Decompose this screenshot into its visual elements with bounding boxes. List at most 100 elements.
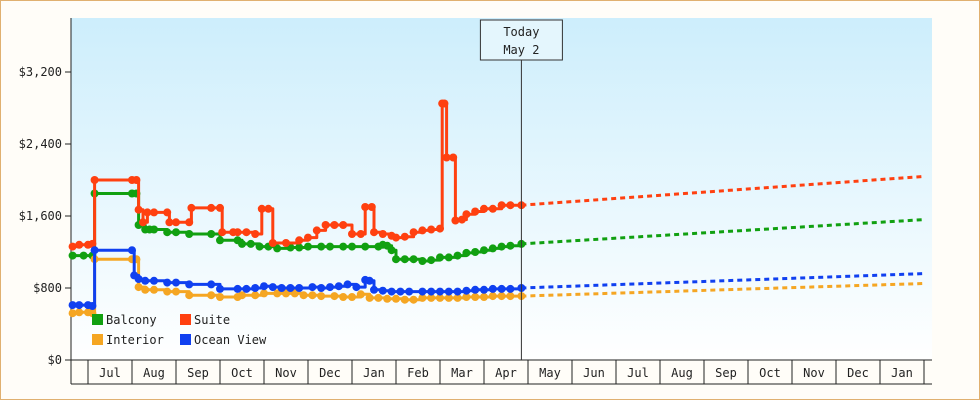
data-point xyxy=(480,204,488,213)
data-point xyxy=(150,225,158,234)
legend-label: Ocean View xyxy=(194,333,267,347)
data-point xyxy=(172,287,180,296)
data-point xyxy=(442,153,451,162)
data-point xyxy=(348,230,356,238)
data-point xyxy=(356,230,365,238)
data-point xyxy=(365,276,374,285)
x-tick-label: Apr xyxy=(495,366,517,380)
data-point xyxy=(378,286,387,295)
data-point xyxy=(242,284,251,293)
data-point xyxy=(317,242,326,251)
x-tick-label: Dec xyxy=(847,366,869,380)
data-point xyxy=(427,293,436,302)
data-point xyxy=(451,216,460,225)
data-point xyxy=(68,242,77,251)
data-point xyxy=(257,204,266,213)
data-point xyxy=(326,242,334,251)
plot-area xyxy=(71,18,932,360)
x-tick-label: May xyxy=(539,366,561,380)
data-point xyxy=(356,290,365,299)
data-point xyxy=(68,251,77,260)
data-point xyxy=(436,293,444,302)
data-point xyxy=(132,176,141,184)
data-point xyxy=(436,253,444,262)
data-point xyxy=(453,293,462,302)
data-point xyxy=(312,226,321,235)
data-point xyxy=(453,251,462,260)
data-point xyxy=(488,284,497,293)
data-point xyxy=(370,285,378,294)
data-point xyxy=(370,228,378,237)
data-point xyxy=(134,205,143,214)
data-point xyxy=(383,294,392,303)
data-point xyxy=(488,204,497,213)
legend-label: Interior xyxy=(106,333,164,347)
data-point xyxy=(165,218,174,227)
data-point xyxy=(334,282,343,291)
forecast-line xyxy=(521,272,925,290)
data-point xyxy=(218,228,227,237)
data-point xyxy=(427,256,436,265)
data-point xyxy=(444,293,453,302)
data-point xyxy=(409,255,418,264)
data-point xyxy=(497,292,506,301)
data-point xyxy=(339,221,348,229)
data-point xyxy=(163,287,172,296)
data-point xyxy=(207,291,216,300)
x-tick-label: Feb xyxy=(407,366,429,380)
data-point xyxy=(238,239,246,248)
x-tick-label: Oct xyxy=(759,366,781,380)
legend-swatch xyxy=(180,314,191,325)
data-point xyxy=(185,280,194,289)
data-point xyxy=(418,226,427,235)
data-point xyxy=(75,240,84,249)
data-point xyxy=(326,283,334,292)
data-point xyxy=(143,208,152,217)
data-point xyxy=(233,228,242,237)
series-balcony xyxy=(68,189,925,265)
legend-item-suite: Suite xyxy=(180,313,230,327)
data-point xyxy=(427,287,436,296)
data-point xyxy=(273,289,282,298)
data-point xyxy=(436,224,444,233)
data-point xyxy=(282,289,290,298)
legend: Balcony Suite Interior Ocean View xyxy=(92,313,267,347)
today-date: May 2 xyxy=(503,43,539,57)
data-point xyxy=(185,230,194,238)
data-point xyxy=(282,239,290,247)
data-point xyxy=(330,292,339,301)
data-point xyxy=(480,293,488,301)
y-tick-label: $2,400 xyxy=(19,137,62,151)
series-interior xyxy=(68,255,925,318)
data-point xyxy=(400,295,409,304)
data-point xyxy=(436,287,444,296)
data-point xyxy=(251,230,260,238)
data-point xyxy=(462,293,471,301)
data-point xyxy=(264,204,273,213)
data-point xyxy=(361,203,370,211)
data-point xyxy=(471,285,480,294)
x-tick-label: Mar xyxy=(451,366,473,380)
data-point xyxy=(79,251,88,260)
data-point xyxy=(163,278,172,287)
data-point xyxy=(295,243,304,252)
data-point xyxy=(348,293,356,301)
data-point xyxy=(488,244,497,253)
data-point xyxy=(163,228,172,237)
data-point xyxy=(260,282,268,291)
data-point xyxy=(268,283,277,292)
data-point xyxy=(374,293,383,302)
y-tick-label: $3,200 xyxy=(19,65,62,79)
data-point xyxy=(330,221,339,229)
legend-swatch xyxy=(92,334,103,345)
data-point xyxy=(418,257,427,265)
data-point xyxy=(506,241,515,250)
data-point xyxy=(471,248,480,256)
data-point xyxy=(295,236,304,245)
data-point xyxy=(216,284,224,293)
x-tick-label: Aug xyxy=(143,366,165,380)
data-point xyxy=(75,301,84,310)
y-axis: $0 $800 $1,600 $2,400 $3,200 xyxy=(19,18,72,367)
series-layer xyxy=(68,99,925,318)
data-point xyxy=(317,284,326,292)
